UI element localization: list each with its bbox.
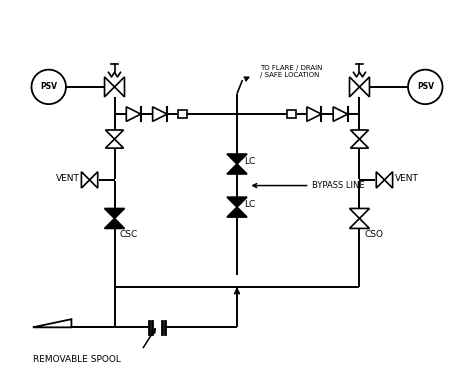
Polygon shape xyxy=(307,107,321,122)
Polygon shape xyxy=(227,197,247,207)
Text: TO FLARE / DRAIN
/ SAFE LOCATION: TO FLARE / DRAIN / SAFE LOCATION xyxy=(260,65,322,77)
Polygon shape xyxy=(105,130,124,139)
Text: BYPASS LINE: BYPASS LINE xyxy=(312,181,365,190)
Polygon shape xyxy=(349,209,369,218)
Polygon shape xyxy=(227,154,247,164)
Polygon shape xyxy=(359,77,369,97)
Text: CSO: CSO xyxy=(365,230,384,239)
Bar xyxy=(287,110,295,118)
Text: VENT: VENT xyxy=(395,175,419,183)
Bar xyxy=(179,110,187,118)
Polygon shape xyxy=(333,107,348,122)
Text: VENT: VENT xyxy=(55,175,80,183)
Text: CSC: CSC xyxy=(120,230,138,239)
Polygon shape xyxy=(126,107,141,122)
Text: REMOVABLE SPOOL: REMOVABLE SPOOL xyxy=(33,354,121,363)
Polygon shape xyxy=(105,218,125,228)
Polygon shape xyxy=(227,164,247,174)
Polygon shape xyxy=(33,319,72,327)
Polygon shape xyxy=(105,77,115,97)
Text: PSV: PSV xyxy=(417,82,434,91)
Polygon shape xyxy=(115,77,125,97)
Polygon shape xyxy=(384,172,392,188)
Polygon shape xyxy=(350,139,369,148)
Text: LC: LC xyxy=(244,157,255,166)
Text: LC: LC xyxy=(244,200,255,209)
Polygon shape xyxy=(376,172,384,188)
Polygon shape xyxy=(349,218,369,228)
Polygon shape xyxy=(90,172,98,188)
Polygon shape xyxy=(349,77,359,97)
Polygon shape xyxy=(153,107,167,122)
Polygon shape xyxy=(82,172,90,188)
Polygon shape xyxy=(105,139,124,148)
Polygon shape xyxy=(105,209,125,218)
Text: PSV: PSV xyxy=(40,82,57,91)
Polygon shape xyxy=(227,207,247,217)
Polygon shape xyxy=(350,130,369,139)
